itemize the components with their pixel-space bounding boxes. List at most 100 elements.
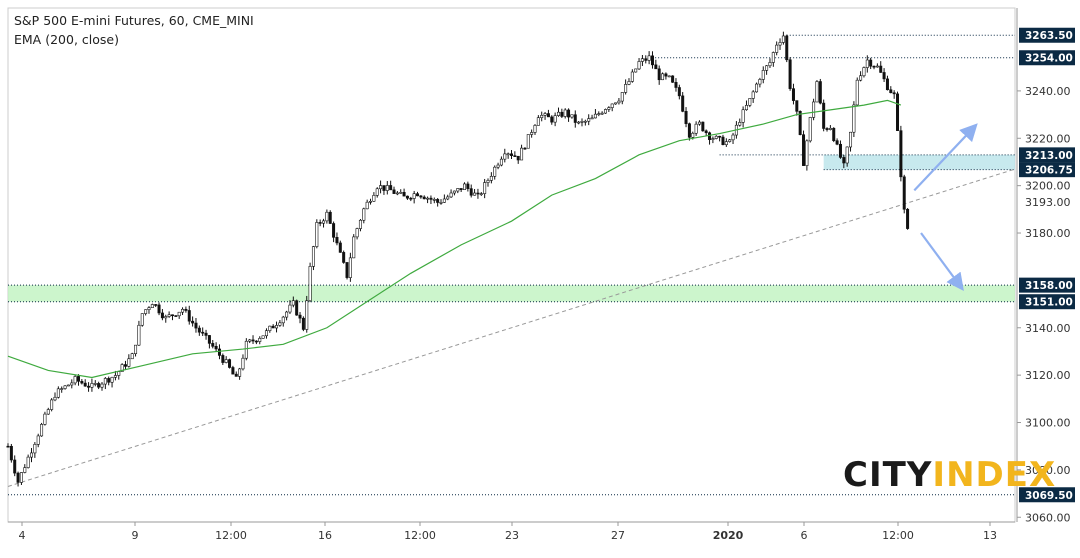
candle-body bbox=[365, 201, 369, 210]
candle-body bbox=[264, 330, 268, 337]
candle-body bbox=[375, 188, 379, 196]
candle-body bbox=[892, 92, 896, 95]
candle-body bbox=[600, 112, 604, 115]
candle-body bbox=[614, 102, 618, 105]
candle-body bbox=[708, 132, 712, 140]
candle-body bbox=[902, 176, 906, 210]
candle-body bbox=[352, 236, 356, 259]
candle-body bbox=[288, 304, 292, 313]
candle-body bbox=[335, 237, 339, 244]
candle-body bbox=[87, 385, 91, 388]
candle-body bbox=[382, 185, 386, 191]
candle-body bbox=[23, 467, 27, 473]
candle-body bbox=[724, 141, 728, 146]
candle-body bbox=[546, 113, 550, 118]
candle-body bbox=[308, 266, 312, 302]
candle-body bbox=[436, 199, 440, 203]
x-tick-label: 12:00 bbox=[882, 529, 914, 542]
chart-title: S&P 500 E-mini Futures, 60, CME_MINI bbox=[14, 13, 254, 28]
candle-body bbox=[825, 128, 829, 130]
price-tag-label: 3263.50 bbox=[1025, 30, 1073, 42]
candle-body bbox=[33, 444, 37, 454]
candle-body bbox=[771, 52, 775, 63]
candle-body bbox=[812, 101, 816, 118]
candle-body bbox=[446, 196, 450, 200]
candle-body bbox=[788, 59, 792, 89]
candle-body bbox=[489, 176, 493, 181]
candle-body bbox=[802, 134, 806, 166]
candle-body bbox=[822, 102, 826, 129]
x-tick-label: 2020 bbox=[713, 529, 744, 542]
candle-body bbox=[137, 324, 141, 346]
candle-body bbox=[13, 459, 17, 474]
candle-body bbox=[46, 409, 50, 415]
candle-body bbox=[674, 82, 678, 88]
candle-body bbox=[268, 325, 272, 331]
candle-body bbox=[60, 388, 64, 390]
candle-body bbox=[144, 309, 148, 314]
candle-body bbox=[640, 58, 644, 62]
price-tag-label: 3158.00 bbox=[1025, 280, 1073, 292]
candle-body bbox=[140, 313, 144, 326]
candle-body bbox=[516, 155, 520, 161]
candle-body bbox=[765, 65, 769, 71]
candle-body bbox=[305, 300, 309, 330]
candle-body bbox=[459, 188, 463, 190]
candle-body bbox=[123, 364, 127, 367]
candle-body bbox=[301, 317, 305, 330]
zone-green bbox=[8, 285, 1015, 302]
candle-body bbox=[838, 143, 842, 158]
candle-body bbox=[687, 123, 691, 138]
candle-body bbox=[127, 358, 131, 367]
x-tick-label: 27 bbox=[611, 529, 625, 542]
candle-body bbox=[540, 114, 544, 118]
candle-body bbox=[355, 228, 359, 238]
candle-body bbox=[83, 382, 87, 387]
candle-body bbox=[691, 132, 695, 138]
candle-body bbox=[372, 195, 376, 202]
candle-body bbox=[580, 121, 584, 123]
candle-body bbox=[36, 435, 40, 445]
candle-body bbox=[241, 357, 245, 370]
candle-body bbox=[187, 310, 191, 322]
candle-body bbox=[338, 242, 342, 253]
candle-body bbox=[29, 452, 33, 458]
candle-body bbox=[842, 157, 846, 164]
price-tag-bg bbox=[1019, 277, 1075, 293]
candle-body bbox=[694, 123, 698, 134]
candle-body bbox=[194, 322, 198, 329]
candle-body bbox=[560, 111, 564, 117]
y-tick-label: 3080.00 bbox=[1025, 464, 1071, 477]
candle-body bbox=[56, 388, 60, 398]
logo-part2: INDEX bbox=[932, 455, 1057, 495]
candle-body bbox=[496, 164, 500, 168]
candle-body bbox=[493, 166, 497, 177]
candle-body bbox=[650, 55, 654, 66]
candle-body bbox=[879, 65, 883, 73]
candle-body bbox=[859, 75, 863, 81]
candle-body bbox=[348, 257, 352, 278]
candle-body bbox=[271, 325, 275, 329]
candle-body bbox=[483, 182, 487, 194]
candle-body bbox=[499, 158, 503, 166]
candle-body bbox=[419, 195, 423, 198]
candle-body bbox=[785, 35, 789, 61]
price-tag-bg bbox=[1019, 294, 1075, 310]
candle-body bbox=[718, 135, 722, 138]
candle-body bbox=[442, 198, 446, 203]
candle-body bbox=[791, 88, 795, 101]
candle-body bbox=[570, 114, 574, 118]
candle-body bbox=[795, 100, 799, 112]
candle-body bbox=[872, 65, 876, 68]
candle-body bbox=[889, 89, 893, 94]
candle-body bbox=[43, 413, 47, 425]
candle-body bbox=[849, 131, 853, 148]
candle-body bbox=[681, 95, 685, 112]
candle-body bbox=[9, 445, 13, 461]
candle-body bbox=[630, 71, 634, 82]
candle-body bbox=[402, 192, 406, 197]
candle-body bbox=[234, 373, 238, 377]
y-tick-label: 3140.00 bbox=[1025, 322, 1071, 335]
candle-body bbox=[563, 109, 567, 117]
